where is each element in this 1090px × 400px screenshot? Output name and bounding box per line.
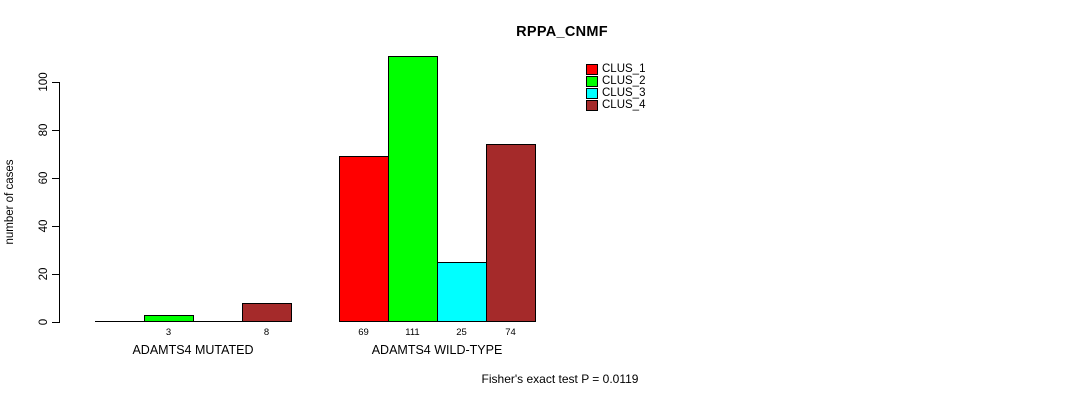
- bar-value-label: 111: [405, 327, 420, 338]
- zero-height-bar-clus_1-group1: [95, 321, 145, 322]
- zero-height-bar-clus_3-group1: [193, 321, 243, 322]
- y-tick-mark: [52, 273, 59, 275]
- legend-swatch-icon: [586, 75, 598, 87]
- y-tick-mark: [52, 321, 59, 323]
- fisher-test-annotation: Fisher's exact test P = 0.0119: [481, 372, 639, 386]
- y-tick-mark: [52, 81, 59, 83]
- y-tick-label: 20: [38, 267, 50, 281]
- bar-clus_4-group2: [486, 144, 536, 322]
- legend-item-clus_4: CLUS_4: [586, 99, 645, 111]
- bar-clus_3-group2: [437, 262, 487, 322]
- bar-clus_2-group1: [144, 314, 194, 322]
- y-tick-mark: [52, 129, 59, 131]
- group-label-1: ADAMTS4 MUTATED: [132, 343, 254, 357]
- bar-clus_2-group2: [388, 55, 438, 322]
- legend-swatch-icon: [586, 63, 598, 75]
- y-tick-label: 100: [38, 72, 50, 92]
- y-tick-label: 40: [38, 219, 50, 233]
- y-tick-label: 60: [38, 171, 50, 185]
- legend: CLUS_1 CLUS_2 CLUS_3 CLUS_4: [586, 63, 645, 111]
- legend-label: CLUS_1: [602, 63, 646, 75]
- y-tick-label: 80: [38, 123, 50, 137]
- legend-swatch-icon: [586, 87, 598, 99]
- y-axis-line: [59, 82, 60, 323]
- bar-value-label: 25: [456, 327, 467, 338]
- bar-clus_4-group1: [242, 302, 292, 322]
- y-tick-mark: [52, 225, 59, 227]
- bar-value-label: 74: [505, 327, 516, 338]
- y-tick-label: 0: [38, 318, 50, 326]
- bar-clus_1-group2: [339, 156, 389, 322]
- y-tick-mark: [52, 177, 59, 179]
- legend-label: CLUS_4: [602, 99, 646, 111]
- legend-item-clus_3: CLUS_3: [586, 87, 645, 99]
- chart-title: RPPA_CNMF: [516, 24, 608, 40]
- y-axis-label: number of cases: [4, 159, 16, 245]
- legend-item-clus_2: CLUS_2: [586, 75, 645, 87]
- legend-label: CLUS_3: [602, 87, 646, 99]
- bar-value-label: 8: [263, 327, 270, 338]
- legend-item-clus_1: CLUS_1: [586, 63, 645, 75]
- legend-label: CLUS_2: [602, 75, 646, 87]
- bar-value-label: 3: [165, 327, 172, 338]
- group-label-2: ADAMTS4 WILD-TYPE: [371, 343, 503, 357]
- bar-value-label: 69: [358, 327, 369, 338]
- legend-swatch-icon: [586, 99, 598, 111]
